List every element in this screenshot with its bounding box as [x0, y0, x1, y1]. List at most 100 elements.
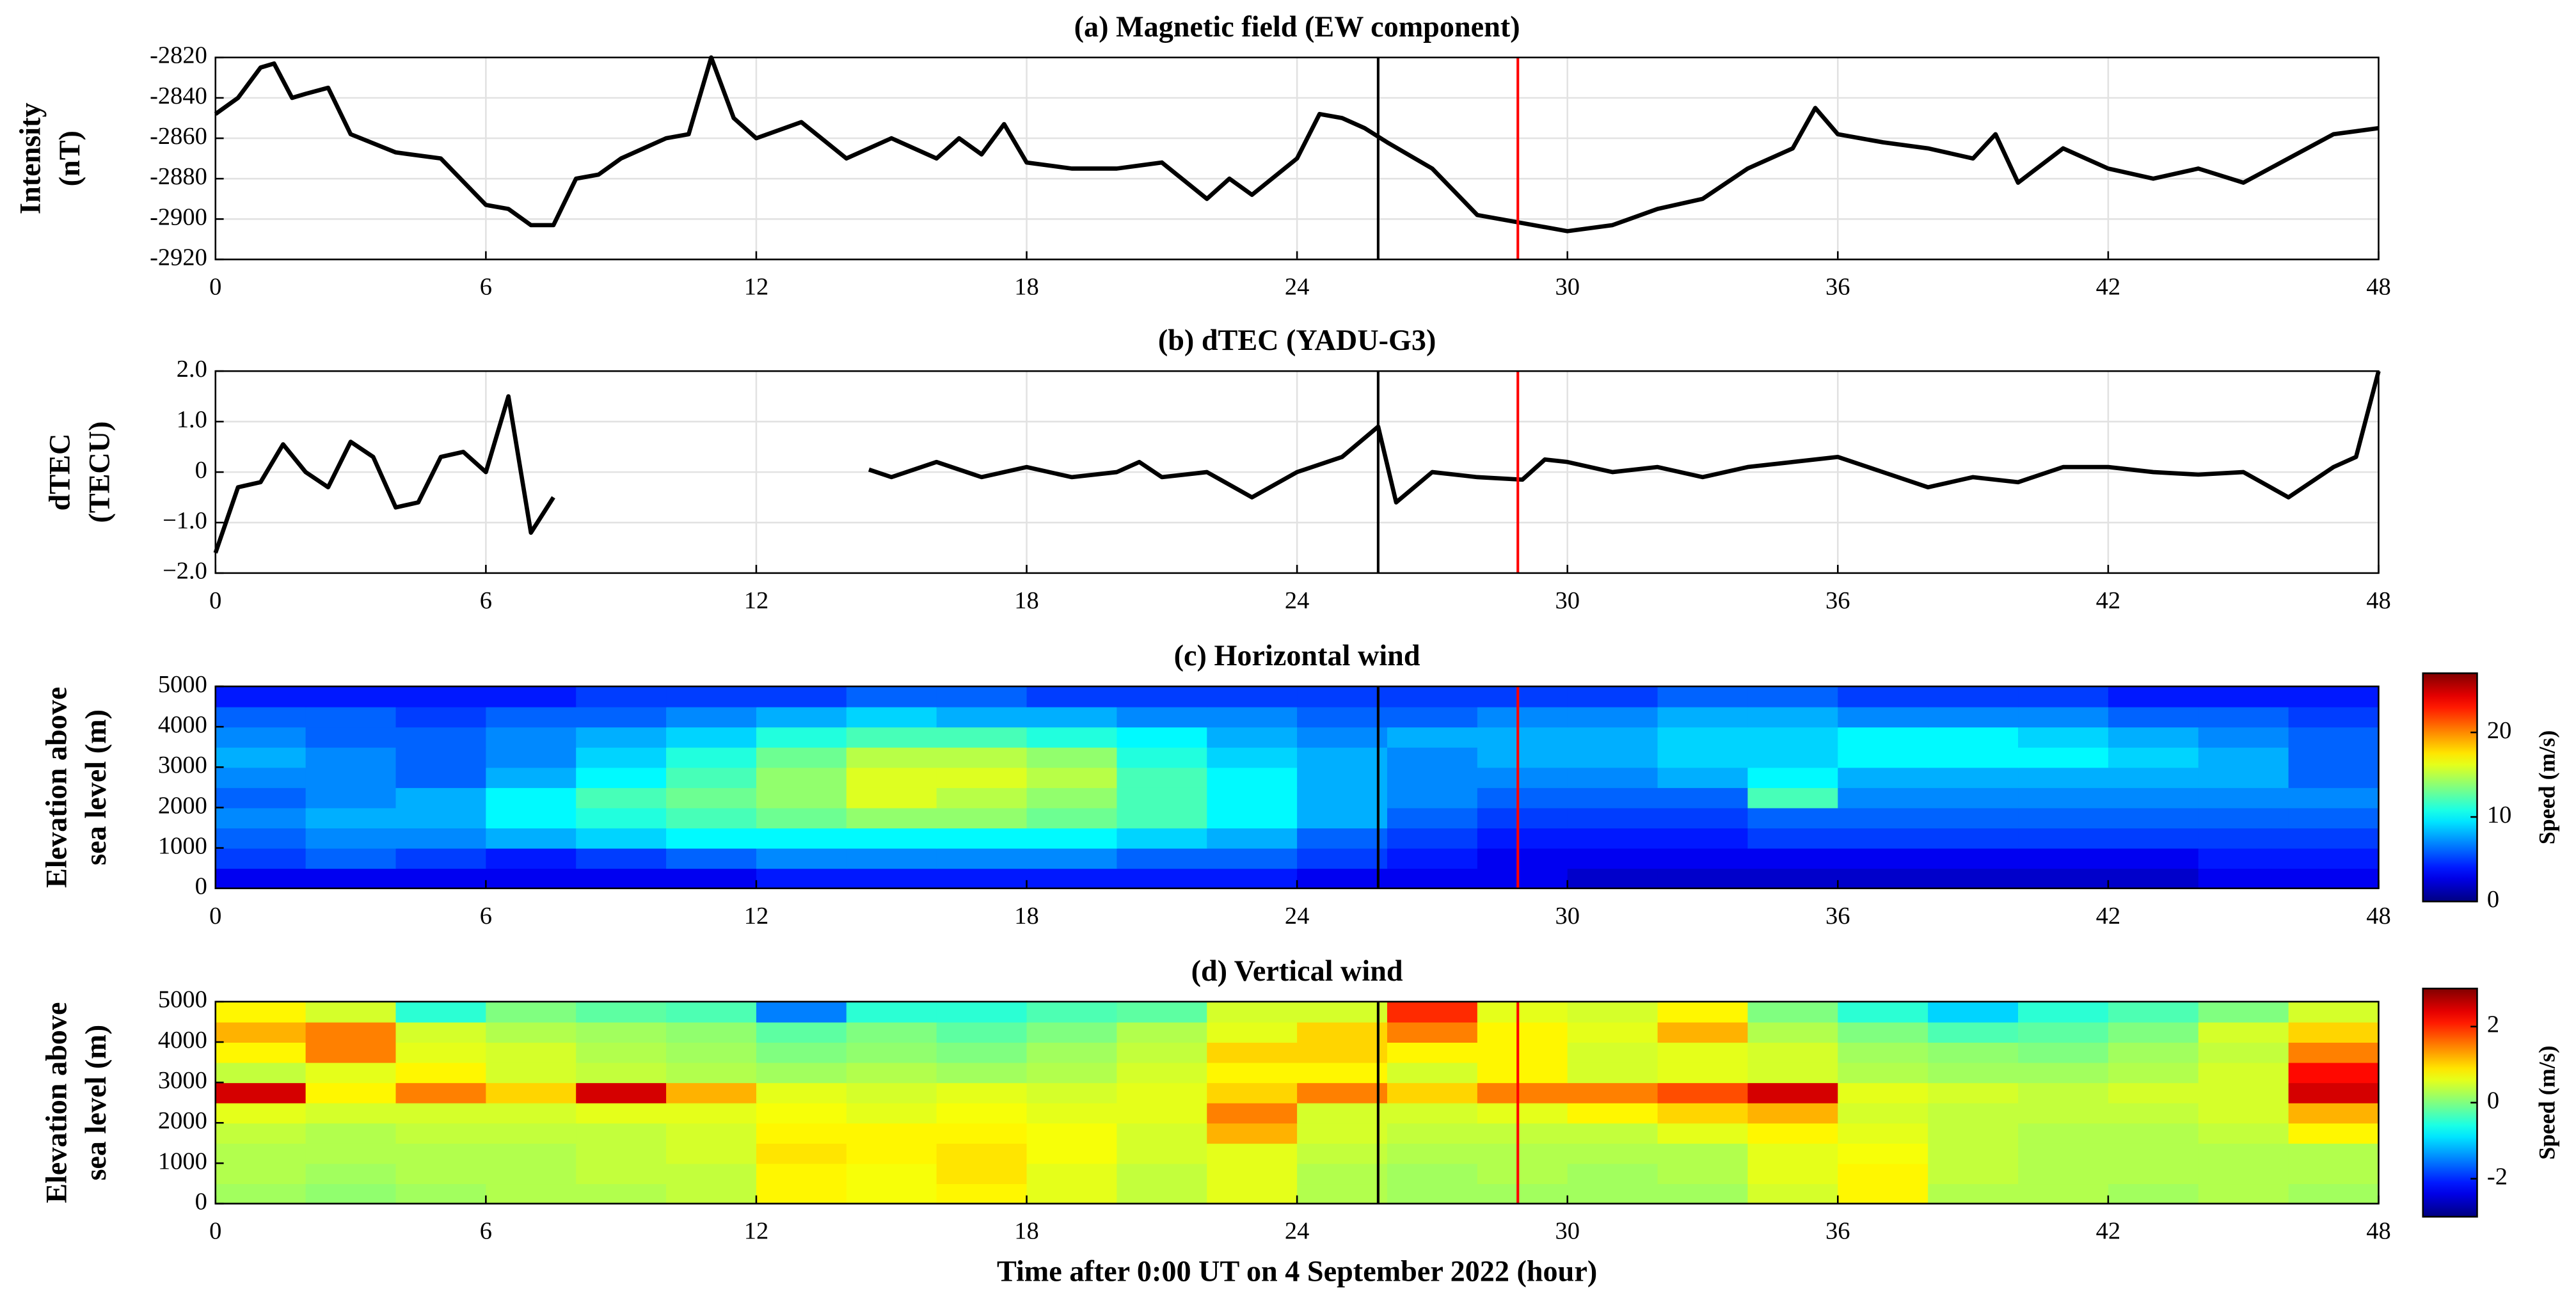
heat-cell [2198, 686, 2289, 707]
y-tick-label: -2920 [150, 244, 207, 271]
heat-cell [1838, 727, 1929, 748]
heat-cell [486, 868, 577, 889]
heat-cell [486, 1062, 577, 1084]
heat-cell [486, 686, 577, 707]
heat-cell [215, 787, 306, 809]
heat-cell [215, 1001, 306, 1023]
x-tick-label: 12 [744, 1218, 769, 1245]
heat-cell [1026, 1142, 1118, 1164]
heat-cell [576, 1163, 667, 1185]
heat-cell [305, 787, 397, 809]
heat-cell [1207, 1062, 1298, 1084]
heat-cell [1207, 1041, 1298, 1063]
heat-cell [1928, 868, 2019, 889]
heat-cell [666, 807, 757, 829]
y-tick-label: -2880 [150, 163, 207, 190]
x-tick-label: 36 [1825, 587, 1850, 614]
heat-cell [1297, 727, 1388, 748]
heat-cell [2198, 1142, 2289, 1164]
heat-cell [486, 807, 577, 829]
heat-cell [1928, 828, 2019, 849]
heat-cell [2198, 1022, 2289, 1043]
y-tick-label: -2900 [150, 203, 207, 230]
heat-cell [1387, 1123, 1478, 1144]
heat-cell [215, 1041, 306, 1063]
heat-cell [1117, 848, 1208, 869]
heat-cell [1928, 807, 2019, 829]
heat-cell [1838, 807, 1929, 829]
heat-cell [1297, 1102, 1388, 1124]
y-tick-label: 3000 [158, 1067, 207, 1094]
heat-cell [1838, 1022, 1929, 1043]
heat-cell [2108, 1183, 2199, 1205]
x-axis-label: Time after 0:00 UT on 4 September 2022 (… [997, 1255, 1597, 1288]
heat-cell [2018, 848, 2109, 869]
heat-cell [1297, 868, 1388, 889]
heat-cell [1477, 706, 1568, 728]
heat-cell [1026, 1102, 1118, 1124]
heat-cell [1657, 1082, 1749, 1103]
heat-cell [846, 1142, 937, 1164]
heat-cell [1117, 706, 1208, 728]
heat-cell [1477, 807, 1568, 829]
heat-cell [2288, 706, 2380, 728]
heat-cell [576, 1082, 667, 1103]
heat-cell [2108, 1082, 2199, 1103]
heat-cell [1657, 767, 1749, 788]
heat-cell [2018, 706, 2109, 728]
heat-cell [576, 848, 667, 869]
heat-cell [486, 828, 577, 849]
heat-cell [486, 767, 577, 788]
heat-cell [666, 1163, 757, 1185]
heat-cell [1657, 1142, 1749, 1164]
y-tick-label: 5000 [158, 671, 207, 698]
heat-cell [1838, 1102, 1929, 1124]
heat-cell [215, 848, 306, 869]
heat-cell [486, 727, 577, 748]
heat-cell [2018, 686, 2109, 707]
x-tick-label: 18 [1014, 1218, 1039, 1245]
heat-cell [1207, 868, 1298, 889]
heat-cell [1117, 1082, 1208, 1103]
heat-cell [2288, 1183, 2380, 1205]
heat-cell [756, 1022, 847, 1043]
panel-title: (d) Vertical wind [1191, 954, 1403, 987]
heat-cell [305, 1142, 397, 1164]
heat-cell [395, 1022, 487, 1043]
panel-title: (a) Magnetic field (EW component) [1074, 10, 1520, 43]
heat-cell [1747, 1123, 1839, 1144]
heat-cell [1207, 1183, 1298, 1205]
y-tick-label: -2840 [150, 83, 207, 109]
heat-cell [2018, 868, 2109, 889]
y-tick-label: 0 [195, 873, 207, 900]
heat-cell [2198, 727, 2289, 748]
heat-cell [936, 1022, 1028, 1043]
y-tick-label: 2000 [158, 792, 207, 819]
heat-cell [1657, 1001, 1749, 1023]
heat-cell [2288, 1163, 2380, 1185]
heat-cell [1026, 706, 1118, 728]
y-tick-label: 3000 [158, 752, 207, 779]
y-tick-label: 0 [195, 457, 207, 484]
x-tick-label: 12 [744, 903, 769, 929]
heat-cell [936, 1183, 1028, 1205]
heat-cell [1567, 807, 1658, 829]
x-tick-label: 42 [2096, 903, 2121, 929]
heat-cell [2288, 747, 2380, 768]
heat-cell [1117, 1123, 1208, 1144]
heat-cell [936, 787, 1028, 809]
heat-cell [2198, 1163, 2289, 1185]
heat-cell [2108, 868, 2199, 889]
heat-cell [846, 1022, 937, 1043]
heat-cell [1207, 1102, 1298, 1124]
heat-cell [1567, 767, 1658, 788]
heat-cell [846, 787, 937, 809]
heat-cell [756, 1082, 847, 1103]
y-tick-label: 2.0 [177, 356, 207, 383]
heat-cell [1657, 1022, 1749, 1043]
heat-cell [1477, 1102, 1568, 1124]
heat-cell [1207, 1022, 1298, 1043]
heat-cell [2198, 1001, 2289, 1023]
heat-cell [1928, 1183, 2019, 1205]
heat-cell [846, 747, 937, 768]
